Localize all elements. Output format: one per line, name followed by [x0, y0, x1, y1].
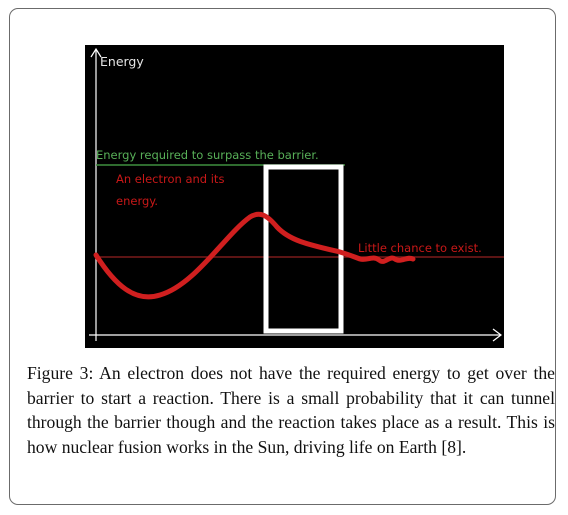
- figure-caption: Figure 3: An electron does not have the …: [27, 361, 555, 459]
- tunnel-label: Little chance to exist.: [358, 241, 482, 255]
- electron-label-line2: energy.: [116, 194, 158, 208]
- figure-diagram: Energy Energy required to surpass the ba…: [85, 45, 504, 348]
- barrier-label: Energy required to surpass the barrier.: [96, 148, 319, 162]
- tunneling-diagram: Energy Energy required to surpass the ba…: [89, 47, 504, 342]
- electron-wave-curve: [93, 211, 416, 300]
- figure-panel: Energy Energy required to surpass the ba…: [9, 8, 556, 505]
- caption-text: An electron does not have the required e…: [27, 363, 555, 457]
- barrier-rectangle: [263, 164, 344, 334]
- y-axis-label: Energy: [100, 54, 144, 69]
- y-axis-arrow-icon: [90, 47, 102, 58]
- caption-label: Figure 3:: [27, 363, 94, 383]
- x-axis-arrow-icon: [492, 328, 502, 342]
- electron-label-line1: An electron and its: [116, 172, 224, 186]
